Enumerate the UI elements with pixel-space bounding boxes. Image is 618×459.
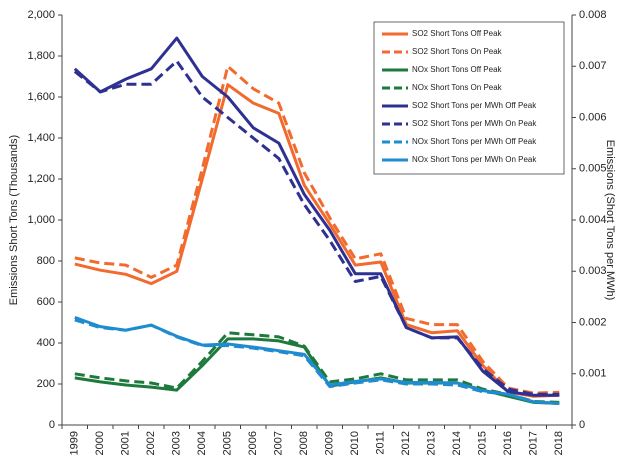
y-tick-label: 2,000 <box>27 9 55 21</box>
legend-label: NOx Short Tons per MWh On Peak <box>412 155 537 164</box>
x-tick-label: 2005 <box>222 431 234 455</box>
y-tick-label: 400 <box>37 337 55 349</box>
y-tick-label: 200 <box>37 378 55 390</box>
y-axis-label: Emissions Short Tons (Thousands) <box>8 135 20 305</box>
y2-tick-label: 0.001 <box>579 368 607 380</box>
legend-label: SO2 Short Tons per MWh On Peak <box>412 119 537 128</box>
y2-tick-label: 0.002 <box>579 316 607 328</box>
y-tick-label: 1,200 <box>27 173 55 185</box>
x-tick-label: 2006 <box>247 431 259 455</box>
x-tick-label: 2007 <box>273 431 285 455</box>
y2-axis-label: Emissions (Short Tons per MWh) <box>604 140 616 301</box>
x-tick-label: 2013 <box>426 431 438 455</box>
y-tick-label: 1,000 <box>27 214 55 226</box>
y2-tick-label: 0.005 <box>579 163 607 175</box>
y2-tick-label: 0.007 <box>579 60 607 72</box>
x-tick-label: 2000 <box>94 431 106 455</box>
x-tick-label: 1999 <box>69 431 81 455</box>
x-tick-label: 2004 <box>196 431 208 455</box>
legend-label: SO2 Short Tons per MWh Off Peak <box>412 101 537 110</box>
y-tick-label: 0 <box>49 419 55 431</box>
y-tick-label: 1,800 <box>27 50 55 62</box>
y2-tick-label: 0.004 <box>579 214 607 226</box>
x-tick-label: 2014 <box>451 431 463 455</box>
legend-label: NOx Short Tons per MWh Off Peak <box>412 137 537 146</box>
legend-box <box>373 21 565 175</box>
y-tick-label: 600 <box>37 296 55 308</box>
x-tick-label: 2018 <box>553 431 565 455</box>
x-tick-label: 2002 <box>145 431 157 455</box>
x-tick-label: 2015 <box>477 431 489 455</box>
y-tick-label: 1,600 <box>27 91 55 103</box>
y2-tick-label: 0.008 <box>579 9 607 21</box>
x-tick-label: 2003 <box>171 431 183 455</box>
series-line <box>74 315 560 405</box>
series-line <box>74 83 560 398</box>
y-tick-label: 1,400 <box>27 132 55 144</box>
series-line <box>73 59 560 396</box>
x-tick-label: 2008 <box>298 431 310 455</box>
x-tick-label: 2012 <box>400 431 412 455</box>
series-line <box>74 64 560 395</box>
series-line <box>74 331 560 404</box>
x-tick-label: 2017 <box>528 431 540 455</box>
x-tick-label: 2001 <box>120 431 132 455</box>
y2-tick-label: 0 <box>579 419 585 431</box>
x-tick-label: 2016 <box>502 431 514 455</box>
y2-tick-label: 0.003 <box>579 265 607 277</box>
x-tick-label: 2010 <box>349 431 361 455</box>
y2-tick-label: 0.006 <box>579 111 607 123</box>
x-tick-label: 2009 <box>324 431 336 455</box>
legend: SO2 Short Tons Off Peak SO2 Short Tons On… <box>373 21 565 175</box>
legend-label: NOx Short Tons On Peak <box>412 83 503 92</box>
legend-label: SO2 Short Tons Off Peak <box>412 29 503 38</box>
legend-label: SO2 Short Tons On Peak <box>412 47 503 56</box>
legend-label: NOx Short Tons Off Peak <box>412 65 503 74</box>
x-tick-label: 2011 <box>375 431 387 455</box>
y-tick-label: 800 <box>37 255 55 267</box>
